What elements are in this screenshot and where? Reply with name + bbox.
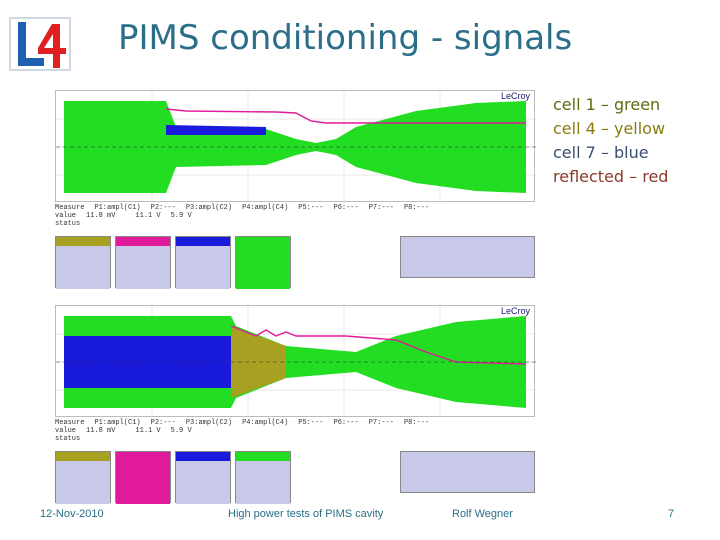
- page-title: PIMS conditioning - signals: [118, 18, 573, 58]
- footer-title: High power tests of PIMS cavity: [228, 508, 384, 520]
- footer-date: 12-Nov-2010: [40, 508, 104, 520]
- timebase-box-2: [400, 451, 535, 493]
- l4-logo: [8, 14, 74, 74]
- channel-box-1c: [175, 236, 231, 289]
- footer-author: Rolf Wegner: [452, 508, 513, 520]
- page-number: 7: [668, 508, 675, 520]
- scope-plot-2: LeCroy: [55, 305, 536, 418]
- channel-box-1b: [115, 236, 171, 289]
- measure-row-1: Measure P1:ampl(C1) P2:--- P3:ampl(C2) P4:am…: [55, 204, 430, 228]
- channel-box-2d: [235, 451, 291, 504]
- legend-cell1: cell 1 – green: [553, 95, 661, 114]
- oscilloscope-capture-1: LeCroy Measure P1:ampl(C1) P2:--- P3:ampl(C…: [55, 90, 536, 290]
- legend-cell7: cell 7 – blue: [553, 143, 649, 162]
- legend-cell4: cell 4 – yellow: [553, 119, 666, 138]
- scope-plot-1: LeCroy: [55, 90, 536, 203]
- signal-legend: cell 1 – green cell 4 – yellow cell 7 – …: [553, 93, 668, 189]
- channel-box-2c: [175, 451, 231, 504]
- timebase-box-1: [400, 236, 535, 278]
- channel-box-2b: [115, 451, 171, 504]
- channel-box-2a: [55, 451, 111, 504]
- scope-brand-1: LeCroy: [500, 91, 530, 101]
- oscilloscope-capture-2: LeCroy Measure P1:ampl(C1) P2:--- P3:ampl(C…: [55, 305, 536, 505]
- channel-box-1a: [55, 236, 111, 289]
- measure-row-2: Measure P1:ampl(C1) P2:--- P3:ampl(C2) P4:am…: [55, 419, 430, 443]
- scope-brand-2: LeCroy: [500, 306, 530, 316]
- channel-box-1d: [235, 236, 291, 289]
- legend-reflected: reflected – red: [553, 167, 669, 186]
